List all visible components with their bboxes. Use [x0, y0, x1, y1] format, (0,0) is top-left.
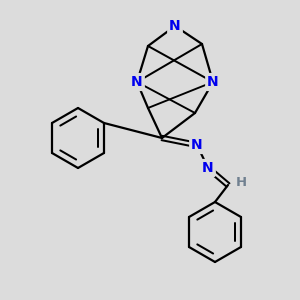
Text: N: N — [191, 138, 203, 152]
Text: H: H — [236, 176, 247, 190]
Text: N: N — [131, 75, 143, 89]
Text: N: N — [207, 75, 219, 89]
Text: N: N — [169, 19, 181, 33]
Text: N: N — [202, 161, 214, 175]
